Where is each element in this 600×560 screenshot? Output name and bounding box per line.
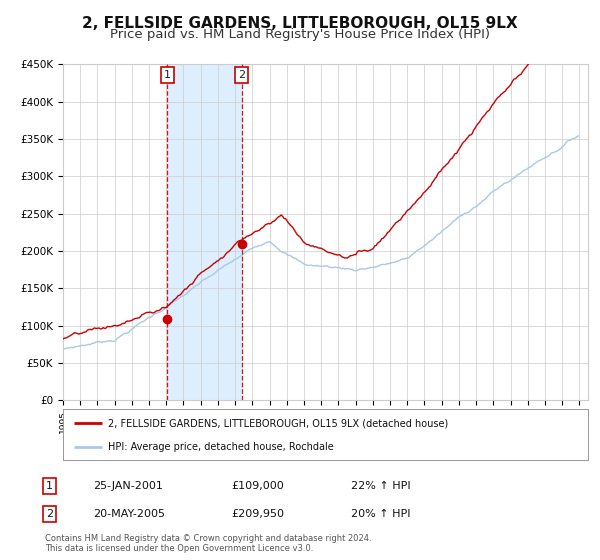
Text: 2: 2 [238,69,245,80]
Text: Price paid vs. HM Land Registry's House Price Index (HPI): Price paid vs. HM Land Registry's House … [110,28,490,41]
Text: 1: 1 [46,481,53,491]
Text: 22% ↑ HPI: 22% ↑ HPI [351,481,410,491]
Text: HPI: Average price, detached house, Rochdale: HPI: Average price, detached house, Roch… [107,442,334,452]
Text: 2: 2 [46,509,53,519]
Text: Contains HM Land Registry data © Crown copyright and database right 2024.: Contains HM Land Registry data © Crown c… [45,534,371,543]
Text: 20-MAY-2005: 20-MAY-2005 [93,509,165,519]
Text: £109,000: £109,000 [231,481,284,491]
Text: 2, FELLSIDE GARDENS, LITTLEBOROUGH, OL15 9LX: 2, FELLSIDE GARDENS, LITTLEBOROUGH, OL15… [82,16,518,31]
Bar [167,64,242,400]
Text: 2, FELLSIDE GARDENS, LITTLEBOROUGH, OL15 9LX (detached house): 2, FELLSIDE GARDENS, LITTLEBOROUGH, OL15… [107,418,448,428]
Text: 1: 1 [164,69,171,80]
Text: £209,950: £209,950 [231,509,284,519]
Text: 25-JAN-2001: 25-JAN-2001 [93,481,163,491]
Text: 20% ↑ HPI: 20% ↑ HPI [351,509,410,519]
Text: This data is licensed under the Open Government Licence v3.0.: This data is licensed under the Open Gov… [45,544,313,553]
